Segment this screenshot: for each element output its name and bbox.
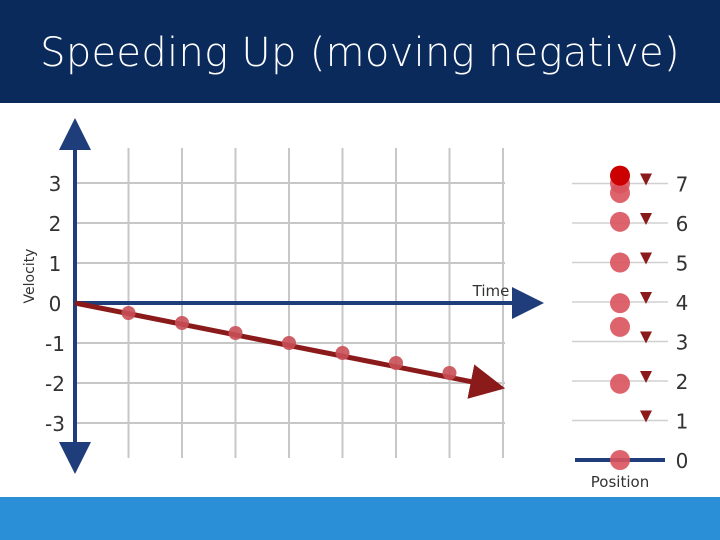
position-point [610,373,630,394]
position-tick-label: 3 [676,331,689,355]
velocity-time-graph: 3 2 1 0 -1 -2 -3 Time Velocity [22,118,544,474]
velocity-point [282,336,296,350]
position-graph: 7 6 5 4 3 2 1 0 Position [572,165,689,491]
position-tick-label: 0 [676,449,689,473]
velocity-tick-label: -1 [45,332,65,356]
position-tick-label: 1 [676,410,689,434]
position-tick-label: 6 [676,212,689,236]
position-tick-label: 4 [676,291,689,315]
velocity-tick-label: -2 [45,372,65,396]
velocity-tick-label: -3 [45,412,65,436]
velocity-tick-label: 1 [49,252,62,276]
velocity-point [389,356,403,370]
velocity-point [335,346,350,360]
velocity-point [442,366,457,380]
position-point [610,293,630,314]
velocity-line [74,300,506,399]
position-point [610,316,630,337]
velocity-point [228,326,243,340]
velocity-tick-label: 3 [49,172,62,196]
velocity-tick-label: 2 [49,212,62,236]
velocity-point [121,306,136,320]
title-bar [0,0,720,103]
position-point [610,252,630,273]
velocity-tick-label: 0 [49,292,62,316]
position-point [610,211,630,232]
slide-title: Speeding Up (moving negative) [40,30,680,76]
position-tick-label: 2 [676,370,689,394]
velocity-axis-label: Velocity [22,249,38,304]
time-axis-label: Time [472,282,510,300]
position-tick-label: 5 [676,252,689,276]
position-point-current [610,165,630,186]
position-point [610,450,630,470]
footer-bar [0,497,720,540]
velocity-point [175,316,189,330]
position-axis-label: Position [591,473,649,491]
position-tick-label: 7 [676,173,689,197]
